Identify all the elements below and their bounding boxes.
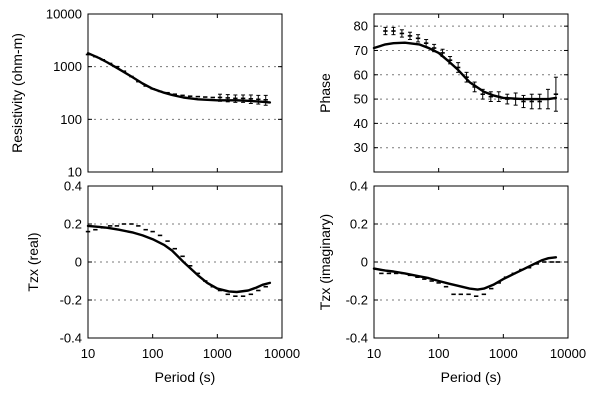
ytick-label-phase: 70: [354, 43, 368, 58]
xtick-label-tzx-real: 100: [142, 346, 164, 361]
ytick-label-tzx-imag: 0.2: [350, 217, 368, 232]
ytick-label-phase: 40: [354, 116, 368, 131]
axes-frame-phase: [373, 13, 569, 173]
ytick-label-phase: 50: [354, 92, 368, 107]
axes-frame-resistivity: [87, 13, 283, 173]
ytick-label-tzx-real: 0.2: [64, 217, 82, 232]
xtick-label-tzx-imag: 10000: [550, 346, 586, 361]
ytick-label-tzx-imag: 0: [361, 255, 368, 270]
xlabel-tzx-real: Period (s): [155, 369, 216, 385]
panel-tzx-real: -0.4 -0.2 0 0.2 0.4 10 100 1000 10000 Tzx (real) P…: [25, 179, 300, 386]
ylabel-tzx-real: Tzx (real): [25, 232, 41, 291]
model-curve-phase: [372, 41, 558, 101]
ytick-label-tzx-imag: -0.2: [346, 293, 368, 308]
xtick-label-tzx-imag: 1000: [489, 346, 518, 361]
ytick-label-resistivity: 100: [60, 112, 82, 127]
ylabel-tzx-imag: Tzx (imaginary): [317, 214, 333, 310]
xlabel-tzx-imag: Period (s): [441, 369, 502, 385]
model-curve-tzx-imag: [372, 256, 558, 291]
panel-resistivity: 10 100 1000 10000 Resistivity (ohm-m): [9, 7, 283, 180]
ytick-label-tzx-real: 0: [75, 255, 82, 270]
ytick-label-tzx-real: -0.4: [60, 331, 82, 346]
ylabel-resistivity: Resistivity (ohm-m): [9, 33, 25, 153]
xtick-label-tzx-imag: 100: [428, 346, 450, 361]
ytick-label-tzx-imag: 0.4: [350, 179, 368, 194]
ytick-label-phase: 60: [354, 67, 368, 82]
xtick-label-tzx-imag: 10: [367, 346, 381, 361]
panel-tzx-imag: -0.4 -0.2 0 0.2 0.4 10 100 1000 10000 Tzx (imagin…: [317, 179, 586, 386]
ylabel-phase: Phase: [317, 73, 333, 113]
ytick-label-tzx-real: 0.4: [64, 179, 82, 194]
ytick-label-tzx-imag: -0.4: [346, 331, 368, 346]
ytick-label-phase: 30: [354, 140, 368, 155]
panel-phase: 30 40 50 60 70 80 Phase: [317, 13, 569, 173]
ytick-label-tzx-real: -0.2: [60, 293, 82, 308]
xtick-label-tzx-real: 10000: [264, 346, 300, 361]
ytick-label-phase: 80: [354, 19, 368, 34]
xtick-label-tzx-real: 10: [81, 346, 95, 361]
xtick-label-tzx-real: 1000: [203, 346, 232, 361]
ytick-label-resistivity: 1000: [53, 59, 82, 74]
ytick-label-resistivity: 10: [68, 165, 82, 180]
ytick-label-resistivity: 10000: [46, 7, 82, 22]
model-curve-tzx-real: [86, 224, 272, 294]
